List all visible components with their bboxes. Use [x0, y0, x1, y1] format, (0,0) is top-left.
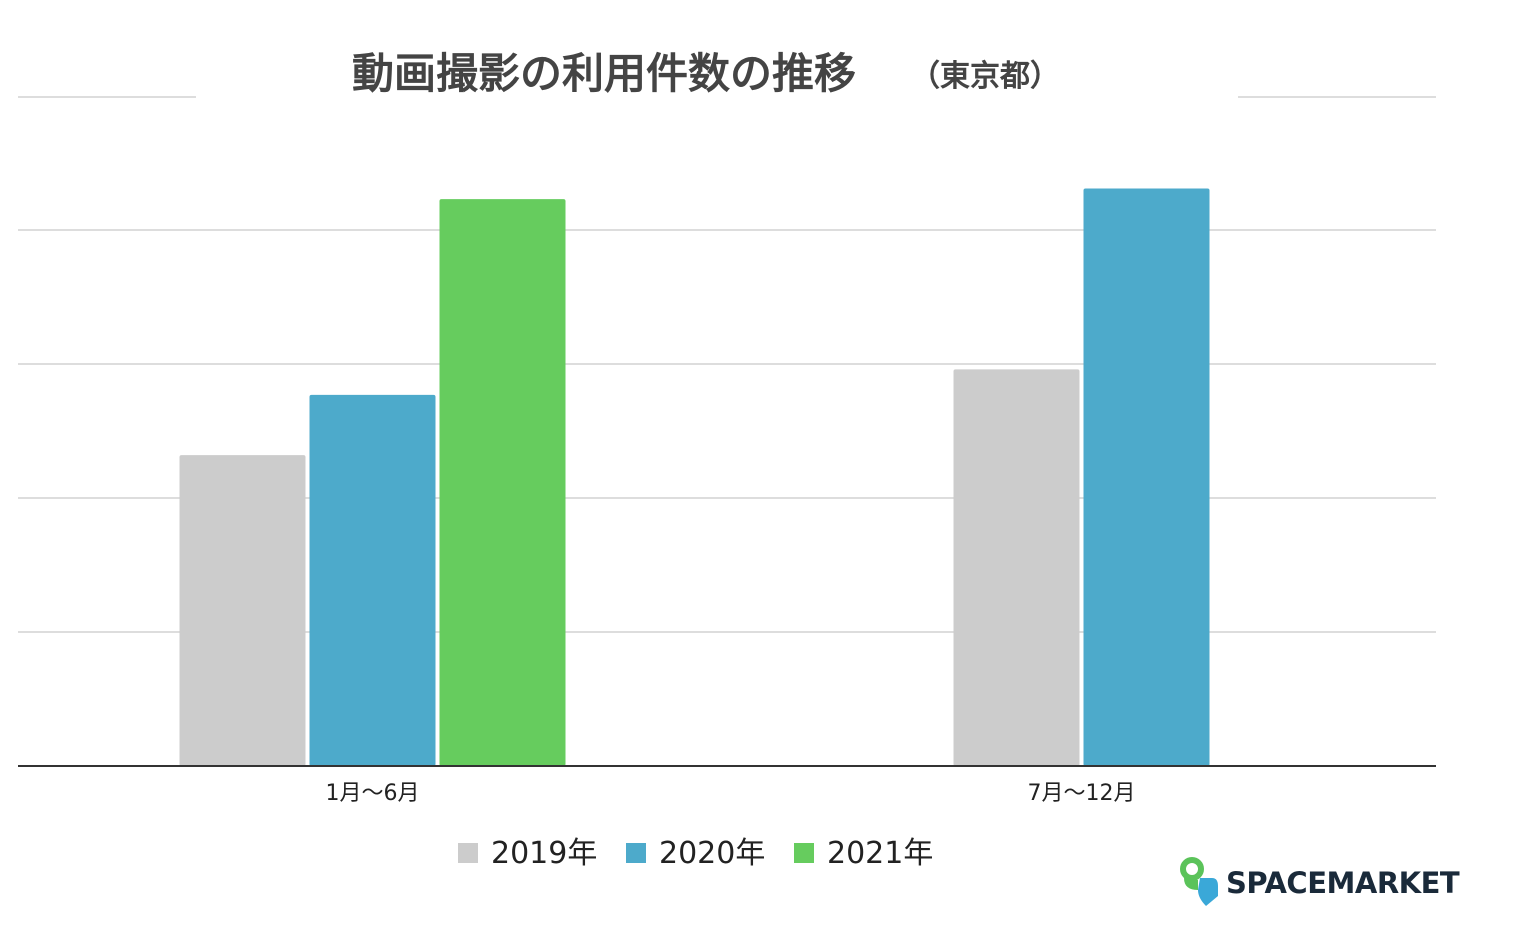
spacemarket-logo: SPACEMARKET	[1180, 857, 1460, 906]
x-tick-labels: 1月〜6月 7月〜12月	[326, 781, 1136, 806]
chart-subtitle: （東京都）	[910, 59, 1060, 94]
legend-swatch	[458, 843, 478, 863]
legend-swatch	[794, 843, 814, 863]
bar-2019年-7月〜12月	[953, 369, 1080, 766]
x-tick-label: 7月〜12月	[1028, 781, 1136, 806]
bar-2020年-7月〜12月	[1083, 188, 1210, 766]
legend: 2019年 2020年 2021年	[458, 836, 933, 871]
legend-swatch	[626, 843, 646, 863]
chart-title: 動画撮影の利用件数の推移	[352, 49, 856, 98]
bar-2020年-1月〜6月	[309, 394, 436, 766]
bar-2021年-1月〜6月	[439, 199, 566, 766]
bar-2019年-1月〜6月	[179, 455, 306, 766]
x-tick-label: 1月〜6月	[326, 781, 420, 806]
legend-label: 2021年	[827, 836, 933, 871]
spacemarket-logo-icon	[1180, 857, 1218, 906]
chart-title-group: 動画撮影の利用件数の推移 （東京都）	[352, 49, 1060, 98]
bars	[179, 188, 1210, 766]
legend-label: 2019年	[491, 836, 597, 871]
legend-label: 2020年	[659, 836, 765, 871]
spacemarket-logo-text: SPACEMARKET	[1226, 866, 1460, 900]
